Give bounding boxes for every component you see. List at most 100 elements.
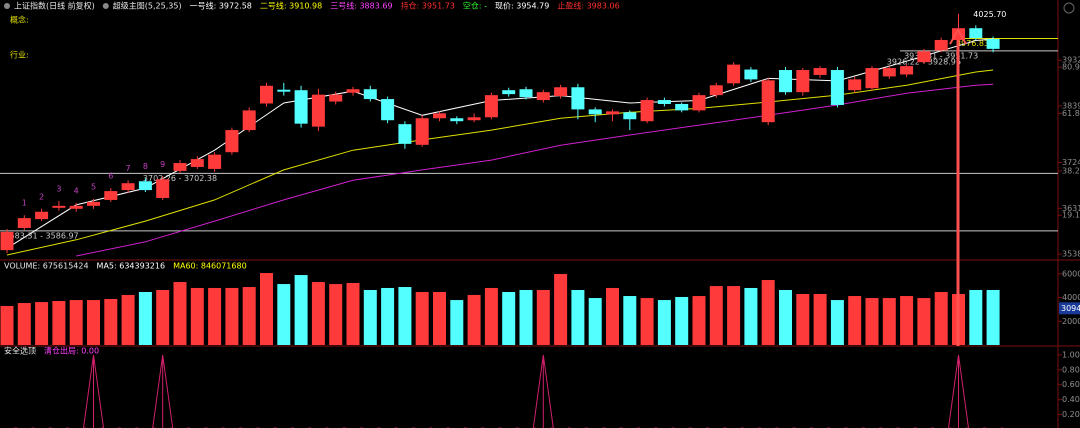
candle-body <box>225 130 239 153</box>
candle-body <box>381 99 395 121</box>
volume-bar <box>571 289 585 345</box>
wave-count: 7 <box>126 164 131 173</box>
legend-item: 空仓: - <box>463 1 487 11</box>
panel-subtitle: 超级主图(5,25,35) <box>113 1 182 11</box>
volume-bar <box>709 286 723 345</box>
wave-count: 3 <box>56 184 61 193</box>
volume-bar <box>138 291 152 345</box>
candle-body <box>986 39 1000 49</box>
volume-bar <box>450 300 464 345</box>
industry-label: 行业: <box>10 50 29 60</box>
volume-bar <box>554 273 568 345</box>
volume-bar <box>865 298 879 345</box>
volume-bar <box>484 287 498 345</box>
volume-bar <box>311 282 325 345</box>
candle-body <box>934 40 948 51</box>
indicator-panel: 1.00 0.80 0.60 0.40 0.20 安全选顶 清仓出局: 0.00 <box>0 346 1080 428</box>
y-tick-label: 3839 <box>1062 101 1080 110</box>
spike <box>948 354 969 428</box>
level-label: 3583.31 - 3586.97 <box>5 231 79 240</box>
candle-body <box>502 90 516 95</box>
legend-item: 清仓出局: 0.00 <box>44 346 99 356</box>
volume-bar <box>173 282 187 345</box>
wave-count: 2 <box>39 192 44 201</box>
volume-bar <box>398 287 412 345</box>
y-tick-label: 0.40 <box>1062 395 1080 404</box>
candle-body <box>87 201 100 206</box>
candle-body <box>363 89 377 100</box>
candle-body <box>260 85 273 104</box>
volume-bar <box>35 302 49 345</box>
volume-bar <box>606 287 619 345</box>
panel-title: 上证指数(日线 前复权) <box>14 1 95 11</box>
candle-body <box>657 100 671 104</box>
candle-body <box>692 95 706 111</box>
legend-item: 一号线: 3972.58 <box>190 1 252 11</box>
candle-body <box>156 179 170 198</box>
wave-count: 8 <box>143 162 148 171</box>
volume-bar <box>381 287 395 345</box>
candle-body <box>882 68 896 77</box>
y-tick-label: 40000 <box>1062 293 1080 302</box>
volume-bar <box>156 289 170 345</box>
volume-bar <box>329 284 343 345</box>
candle-body <box>779 70 792 93</box>
candle-body <box>952 28 965 41</box>
volume-bar <box>934 291 948 345</box>
volume-panel: 20000 40000 60000 30942 VOLUME: 675615424 MA5… <box>0 262 1080 345</box>
candle-body <box>917 51 931 63</box>
candle-body <box>138 181 152 191</box>
y-tick-label: 80.9% <box>1062 63 1080 72</box>
candle-body <box>813 68 827 75</box>
candle-body <box>329 94 343 102</box>
volume-bar <box>190 287 204 345</box>
signal-arrow-head <box>949 27 967 45</box>
candle-body <box>294 90 308 124</box>
volume-bar <box>657 300 671 345</box>
legend-item: 现价: 3954.79 <box>495 2 549 11</box>
concept-label: 概念: <box>10 15 29 25</box>
wave-count: 6 <box>108 172 113 181</box>
spike <box>83 354 104 428</box>
candle-body <box>415 118 429 145</box>
settings-icon[interactable] <box>1063 2 1075 14</box>
y-tick-label: 61.8% <box>1062 109 1080 118</box>
candle-body <box>17 218 31 228</box>
volume-bar <box>848 296 862 345</box>
volume-bar <box>796 294 810 345</box>
candle-body <box>848 79 862 91</box>
y-tick-label: 20000 <box>1062 317 1080 326</box>
candle-body <box>433 113 446 119</box>
volume-bar <box>0 305 14 345</box>
volume-bar <box>692 296 706 345</box>
cursor-value: 30942 <box>1061 304 1080 313</box>
volume-bar <box>623 296 637 345</box>
volume-bar <box>277 284 291 345</box>
wave-count: 4 <box>74 186 79 195</box>
volume-bar <box>813 294 827 345</box>
candle-body <box>519 89 533 98</box>
candle-body <box>121 183 135 191</box>
candle-body <box>311 94 325 127</box>
volume-bar <box>727 286 741 345</box>
header-icon <box>102 3 109 9</box>
volume-bar <box>363 289 377 345</box>
volume-bar <box>519 289 533 345</box>
candle-body <box>173 163 187 171</box>
volume-bar <box>917 298 931 345</box>
y-tick-label: 0.20 <box>1062 410 1080 419</box>
volume-bar <box>433 291 446 345</box>
volume-bar <box>415 291 429 345</box>
candle-body <box>346 89 360 93</box>
y-tick-label: 19.1% <box>1062 211 1080 220</box>
candle-body <box>554 87 568 97</box>
volume-bar <box>882 298 896 345</box>
legend-item: MA5: 634393216 <box>97 262 166 271</box>
volume-bar <box>640 298 654 345</box>
legend-item: 持仓: 3951.73 <box>401 1 455 11</box>
y-tick-label: 38.2% <box>1062 166 1080 175</box>
candle-body <box>709 85 723 96</box>
panel-title: VOLUME: 675615424 <box>4 262 89 271</box>
